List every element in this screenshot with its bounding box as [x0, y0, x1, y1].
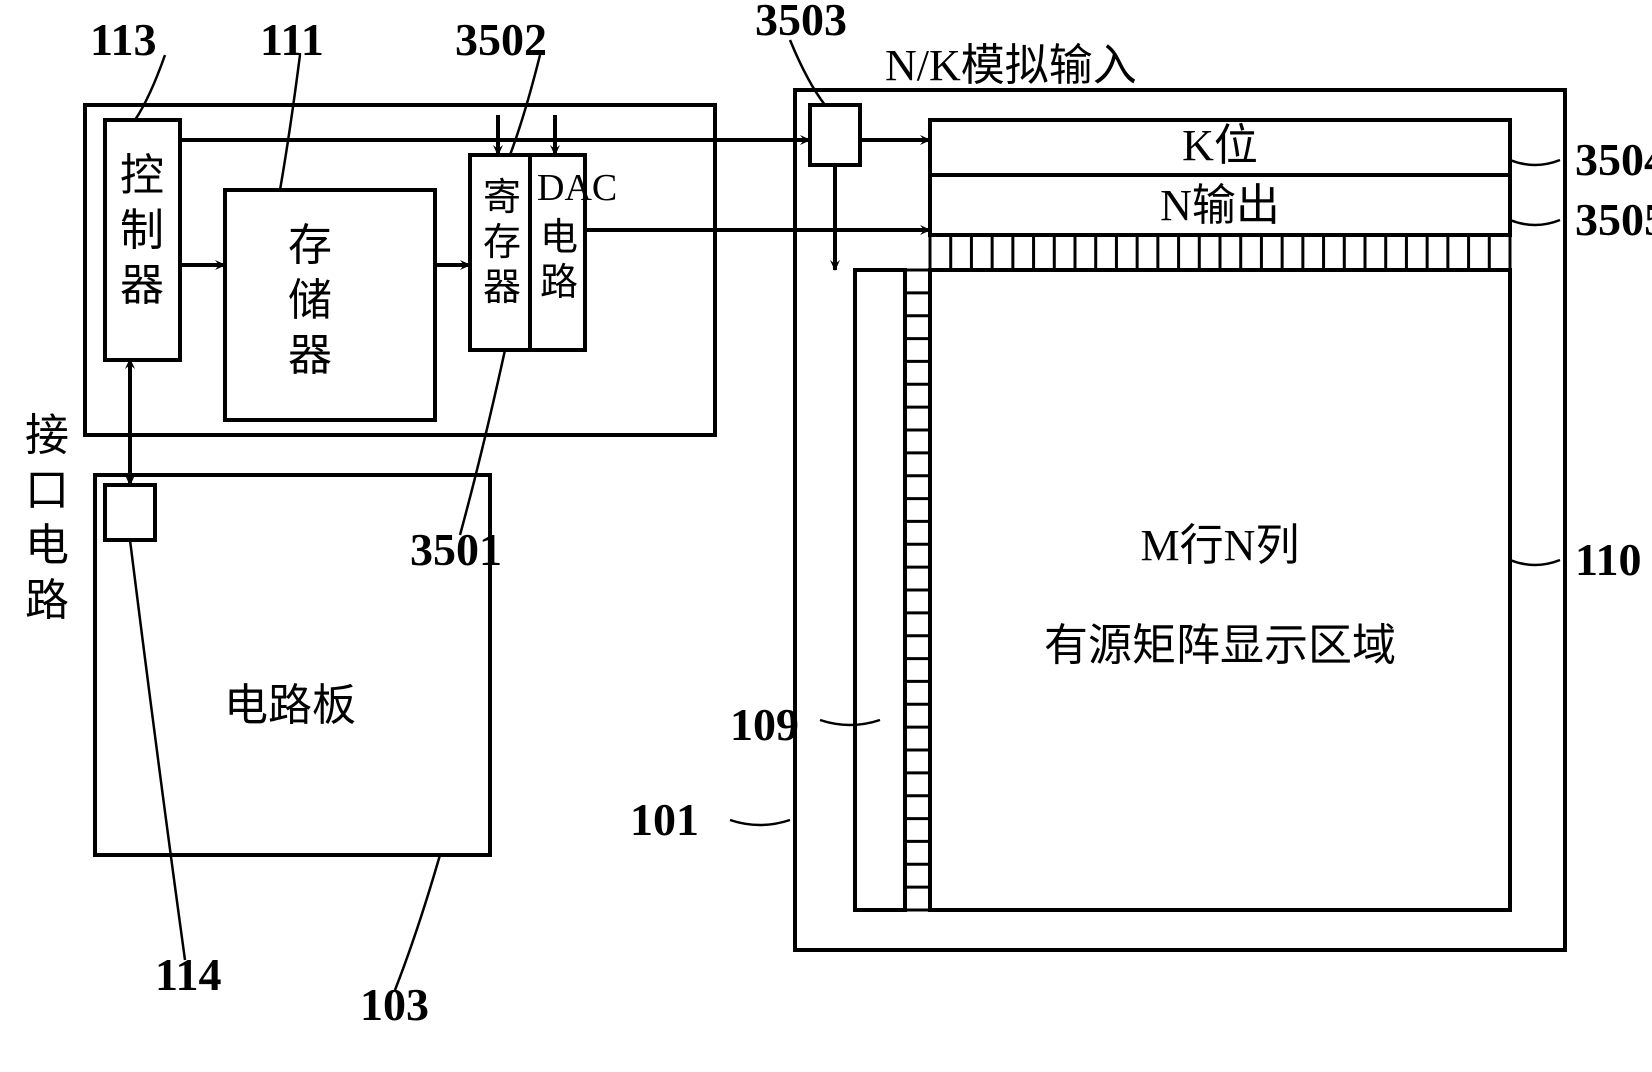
leader-r101	[730, 820, 790, 825]
row-connectors	[905, 270, 930, 910]
matrix-label-1: M行N列	[1141, 521, 1300, 570]
leader-r109	[820, 720, 880, 725]
ref-r114: 114	[155, 949, 221, 1000]
matrix-label-2: 有源矩阵显示区域	[1044, 621, 1396, 670]
leader-r103	[395, 855, 440, 990]
ref-r3501: 3501	[410, 524, 502, 575]
rowDrv	[855, 270, 905, 910]
display	[930, 270, 1510, 910]
dac-circuit-label: 路	[540, 262, 578, 304]
board-label: 电路板	[224, 681, 356, 730]
memory-label: 存	[288, 221, 332, 270]
register-label: 存	[483, 222, 521, 264]
leader-r110	[1510, 560, 1560, 565]
ref-r3504: 3504	[1575, 134, 1652, 185]
leader-r3505	[1510, 220, 1560, 225]
analog-in-label: N/K模拟输入	[885, 41, 1137, 90]
interface-label: 口	[25, 466, 69, 515]
interface-label: 路	[25, 576, 69, 625]
kbit-label: K位	[1182, 121, 1258, 170]
controller-label: 制	[120, 206, 164, 255]
ref-r111: 111	[260, 14, 324, 65]
leader-r111	[280, 55, 300, 190]
dac-label: DAC	[537, 167, 617, 209]
dac-circuit-label: 电	[540, 217, 578, 259]
controller-label: 器	[120, 261, 164, 310]
leader-r3501	[460, 350, 505, 535]
ref-r113: 113	[90, 14, 156, 65]
ref-r3503: 3503	[755, 0, 847, 45]
ref-r3502: 3502	[455, 14, 547, 65]
controller-label: 控	[120, 151, 164, 200]
register-label: 寄	[483, 177, 521, 219]
interface-label: 电	[25, 521, 69, 570]
register-label: 器	[483, 267, 521, 309]
ref-r109: 109	[730, 699, 799, 750]
leader-r3504	[1510, 160, 1560, 165]
column-connectors	[930, 235, 1510, 270]
interface-label: 接	[25, 411, 69, 460]
memory-label: 器	[288, 331, 332, 380]
ref-r110: 110	[1575, 534, 1641, 585]
nout-label: N输出	[1160, 181, 1280, 230]
ref-r103: 103	[360, 979, 429, 1030]
mux	[810, 105, 860, 165]
memory-label: 储	[288, 276, 332, 325]
ref-r101: 101	[630, 794, 699, 845]
ifBox	[105, 485, 155, 540]
leader-r114	[130, 540, 185, 960]
ref-r3505: 3505	[1575, 194, 1652, 245]
